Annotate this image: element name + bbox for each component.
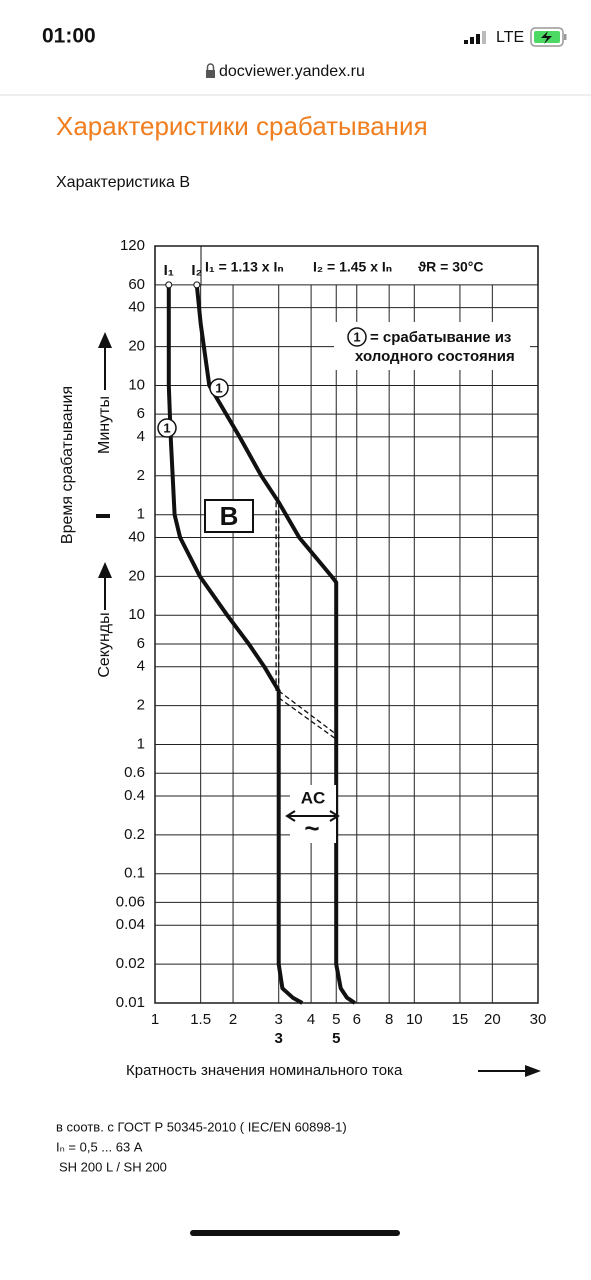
y-tick-label: 2: [137, 467, 145, 484]
y-tick-label: 10: [128, 376, 145, 393]
status-time: 01:00: [42, 25, 96, 48]
curve-marker: 1: [163, 420, 170, 435]
x-tick-label: 1.5: [190, 1011, 211, 1028]
marker-circle: [347, 327, 367, 347]
y-tick-label: 20: [128, 338, 145, 355]
home-indicator: [190, 1230, 400, 1236]
axis-arrows: [96, 332, 541, 1077]
y-tick-label: 0.04: [116, 916, 145, 933]
network: LTE: [496, 29, 524, 46]
y-tick-label: 40: [128, 299, 145, 316]
x-tick-label: 2: [229, 1011, 237, 1028]
trip-curve: [194, 284, 357, 1005]
y-tick-label: 0.06: [116, 893, 145, 910]
y-tick-label: 0.2: [124, 826, 145, 843]
dashed-line: [278, 690, 337, 735]
doc-subtitle: Характеристика B: [56, 174, 190, 191]
annotation: I₂ = 1.45 x Iₙ: [313, 259, 392, 275]
y-tick-label: 120: [120, 237, 145, 254]
y-tick-label: 40: [128, 528, 145, 545]
x-tick-label: 15: [452, 1011, 469, 1028]
y-tick-label: 0.02: [116, 955, 145, 972]
x-highlight-label: 3: [275, 1030, 283, 1047]
url[interactable]: docviewer.yandex.ru: [219, 63, 365, 80]
legend-entry: I₁: [164, 262, 174, 279]
y-tick-label: 1: [137, 506, 145, 523]
legend-marker: 1: [353, 329, 360, 344]
footer-line: SH 200 L / SH 200: [59, 1159, 167, 1174]
marker-circle: [209, 378, 229, 398]
legend-entry: I₂: [191, 262, 202, 279]
y-tick-label: 0.01: [116, 994, 145, 1011]
y-tick-label: 20: [128, 567, 145, 584]
x-highlight-label: 5: [332, 1030, 340, 1047]
y-tick-label: 10: [128, 606, 145, 623]
signal-icon: [464, 31, 486, 44]
y-tick-label: 6: [137, 635, 145, 652]
y-tick-label: 4: [137, 658, 145, 675]
curve-start: [193, 281, 201, 289]
x-tick-label: 6: [353, 1011, 361, 1028]
class-box: [204, 499, 254, 533]
y-axis-seconds: Секунды: [96, 612, 113, 677]
ac-label: AC: [301, 788, 326, 807]
y-tick-label: 0.1: [124, 865, 145, 882]
footer-line: в соотв. с ГОСТ Р 50345-2010 ( IEC/EN 60…: [56, 1119, 347, 1134]
legend-bg: [334, 322, 530, 370]
lock-icon: [206, 63, 215, 78]
ac-bg: [290, 785, 336, 843]
ac-arrow: [285, 810, 340, 822]
footer-line: Iₙ = 0,5 ... 63 А: [56, 1139, 143, 1154]
y-axis-minutes: Минуты: [96, 396, 113, 454]
ac-tilde: ~: [304, 813, 319, 843]
dashed-line: [278, 697, 337, 740]
curve-start: [165, 281, 173, 289]
x-tick-label: 10: [406, 1011, 423, 1028]
legend-text: холодного состояния: [355, 348, 515, 365]
x-axis-label: Кратность значения номинального тока: [126, 1062, 403, 1079]
doc-title: Характеристики срабатывания: [56, 111, 428, 141]
annotation: ϑR = 30°C: [418, 259, 484, 275]
trip-curve: [166, 284, 304, 1005]
y-tick-label: 60: [128, 276, 145, 293]
annotation: I₁ = 1.13 x Iₙ: [205, 259, 284, 275]
curve-marker: 1: [215, 380, 222, 395]
x-tick-label: 3: [275, 1011, 283, 1028]
x-tick-label: 30: [530, 1011, 547, 1028]
x-tick-label: 20: [484, 1011, 501, 1028]
x-tick-label: 4: [307, 1011, 315, 1028]
battery-icon: [530, 27, 567, 47]
x-tick-label: 1: [151, 1011, 159, 1028]
class-label: B: [220, 501, 239, 531]
x-tick-label: 5: [332, 1011, 340, 1028]
y-tick-label: 6: [137, 405, 145, 422]
y-tick-label: 2: [137, 697, 145, 714]
y-tick-label: 4: [137, 428, 145, 445]
y-tick-label: 1: [137, 735, 145, 752]
marker-circle: [157, 418, 177, 438]
y-tick-label: 0.6: [124, 764, 145, 781]
x-tick-label: 8: [385, 1011, 393, 1028]
legend-text: = срабатывание из: [370, 329, 511, 346]
y-axis-label: Время срабатывания: [59, 386, 76, 544]
y-tick-label: 0.4: [124, 787, 145, 804]
